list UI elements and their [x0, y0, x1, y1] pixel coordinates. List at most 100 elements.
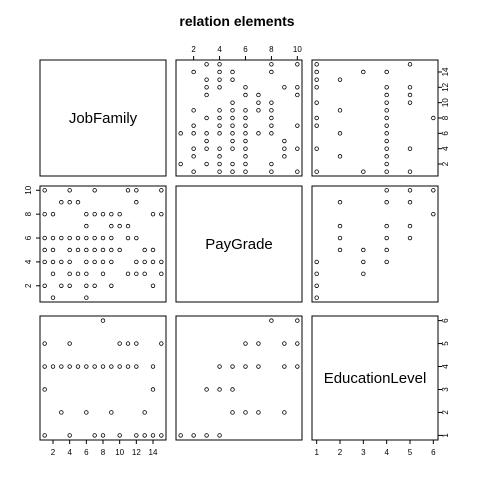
- data-point: [100, 259, 106, 265]
- tick-label: 4: [384, 448, 389, 457]
- data-point: [84, 283, 89, 288]
- tick-label: 4: [217, 45, 222, 54]
- data-point: [407, 223, 413, 229]
- data-point: [142, 433, 147, 438]
- data-point: [67, 235, 72, 241]
- data-point: [159, 341, 164, 346]
- data-point: [125, 271, 131, 277]
- data-point: [150, 259, 156, 265]
- data-point: [204, 146, 209, 151]
- data-point: [295, 169, 300, 174]
- data-point: [384, 154, 389, 159]
- data-point: [59, 235, 64, 241]
- data-point: [269, 318, 274, 323]
- data-point: [92, 259, 97, 265]
- panel-frame: [311, 59, 439, 177]
- data-point: [337, 154, 343, 159]
- data-point: [256, 341, 261, 346]
- tick-label: 1: [314, 448, 319, 457]
- data-point: [361, 259, 366, 265]
- data-point: [384, 138, 389, 144]
- data-point: [384, 108, 389, 113]
- data-point: [84, 271, 89, 277]
- data-point: [256, 410, 261, 415]
- panel-paygrade-vs-jobfamily: [39, 185, 167, 303]
- data-point: [84, 211, 89, 217]
- data-point: [204, 138, 209, 144]
- data-point: [361, 247, 366, 253]
- data-point: [361, 169, 366, 174]
- data-point: [67, 200, 72, 205]
- data-point: [230, 115, 235, 121]
- panel-educationlevel-vs-paygrade: [175, 315, 303, 441]
- data-point: [204, 92, 209, 98]
- data-point: [337, 77, 343, 82]
- data-point: [243, 410, 248, 415]
- data-point: [109, 235, 114, 241]
- data-point: [109, 223, 114, 229]
- data-point: [384, 235, 389, 241]
- data-point: [217, 123, 222, 128]
- data-point: [256, 108, 261, 113]
- data-point: [384, 85, 389, 90]
- data-point: [134, 188, 139, 193]
- tick-label: 1: [441, 433, 450, 438]
- data-point: [67, 259, 72, 265]
- tick-label: 14: [441, 67, 450, 76]
- data-point: [282, 154, 287, 159]
- data-point: [384, 123, 389, 128]
- tick-label: 12: [132, 448, 141, 457]
- tick-label: 4: [24, 259, 33, 264]
- data-point: [109, 211, 114, 217]
- data-point: [217, 85, 222, 90]
- data-point: [230, 69, 235, 75]
- data-point: [191, 69, 196, 75]
- data-point: [159, 259, 164, 265]
- tick-label: 4: [441, 364, 450, 369]
- data-point: [67, 341, 72, 346]
- data-point: [337, 200, 343, 205]
- data-point: [282, 85, 287, 90]
- data-point: [269, 100, 274, 105]
- data-point: [217, 387, 222, 392]
- tick-label: 2: [191, 45, 196, 54]
- variable-label-paygrade: PayGrade: [205, 236, 273, 253]
- tick-label: 6: [243, 45, 248, 54]
- data-point: [217, 69, 222, 75]
- panel-frame: [39, 315, 167, 441]
- tick-label: 6: [441, 318, 450, 323]
- data-point: [295, 364, 300, 369]
- data-point: [42, 211, 47, 217]
- data-point: [217, 115, 222, 121]
- data-point: [243, 161, 248, 167]
- y-axis-right-educationlevel: 1 2 3 4 5 6: [437, 318, 450, 438]
- data-point: [230, 161, 235, 167]
- data-point: [384, 69, 389, 75]
- data-point: [100, 247, 106, 253]
- data-point: [100, 211, 106, 217]
- data-point: [256, 100, 261, 105]
- data-point: [384, 100, 389, 105]
- data-point: [100, 364, 106, 369]
- data-point: [230, 410, 235, 415]
- data-point: [191, 433, 196, 438]
- data-point: [269, 108, 274, 113]
- data-point: [431, 211, 436, 217]
- tick-label: 4: [67, 448, 72, 457]
- data-point: [295, 85, 300, 90]
- data-point: [407, 85, 413, 90]
- data-point: [50, 235, 56, 241]
- data-point: [282, 341, 287, 346]
- y-axis-right-jobfamily: 2 4 6 8 10 12 14: [437, 67, 450, 166]
- data-point: [75, 235, 81, 241]
- data-point: [191, 146, 196, 151]
- data-point: [407, 62, 413, 67]
- data-point: [295, 123, 300, 128]
- tick-label: 6: [431, 448, 436, 457]
- data-point: [243, 108, 248, 113]
- panel-paygrade-vs-educationlevel: [311, 185, 439, 303]
- data-point: [230, 364, 235, 369]
- data-point: [42, 283, 47, 288]
- data-point: [282, 146, 287, 151]
- data-point: [295, 146, 300, 151]
